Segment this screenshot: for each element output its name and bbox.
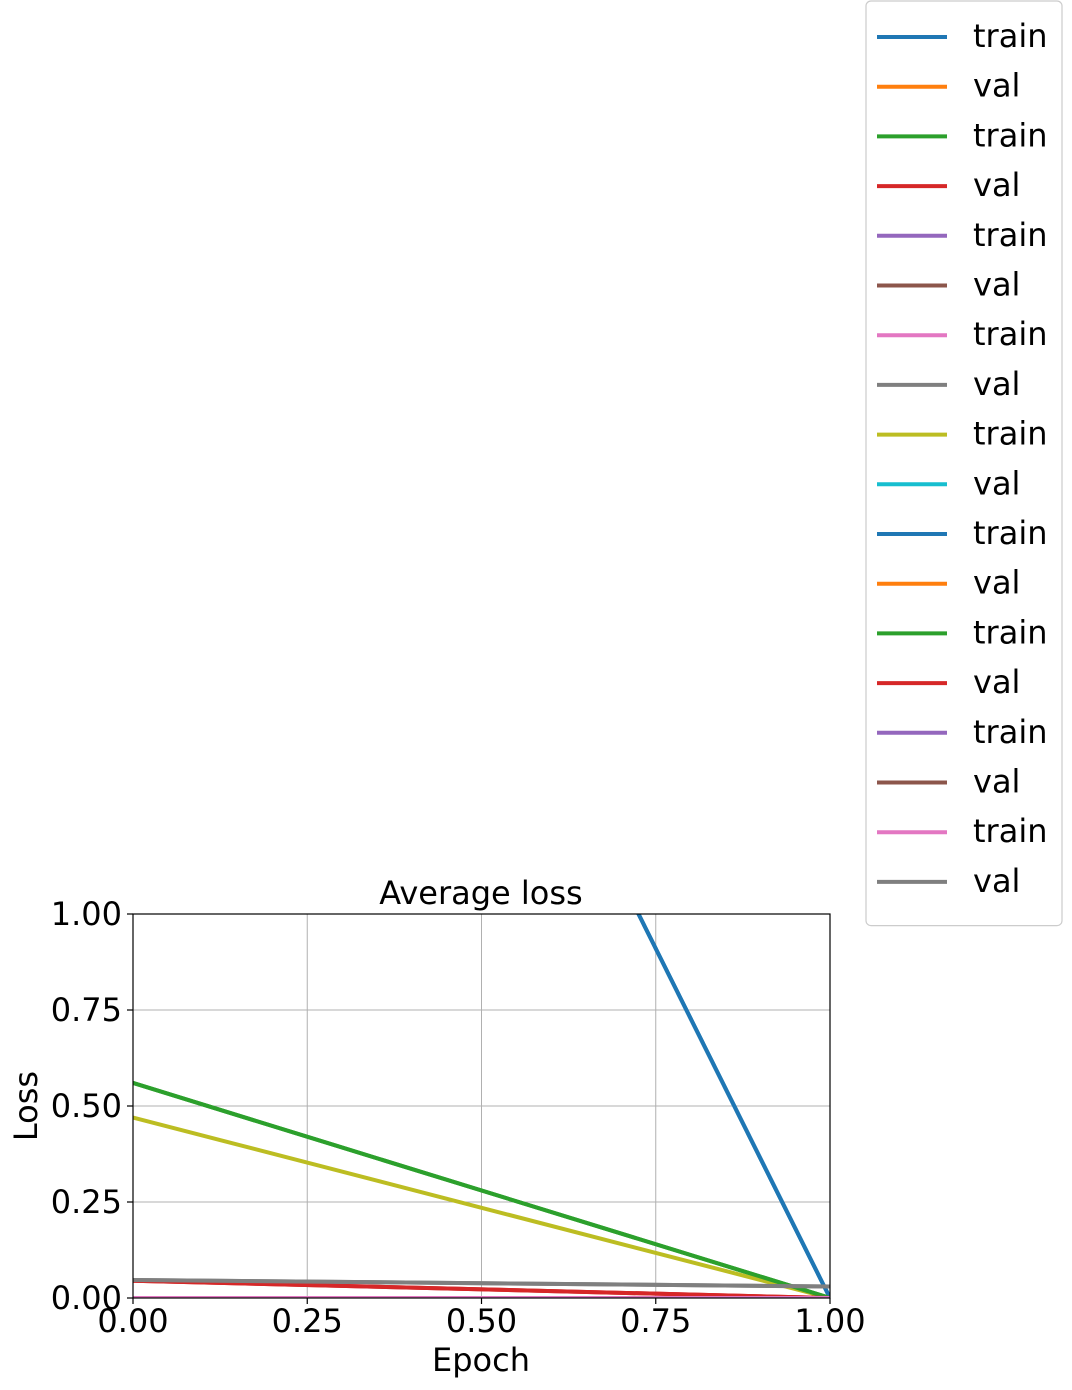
- legend-label: val: [973, 663, 1020, 701]
- plot-frame: [132, 913, 831, 1299]
- x-axis-label: Epoch: [432, 1341, 530, 1379]
- legend-label: train: [973, 613, 1047, 651]
- legend-label: train: [973, 415, 1047, 453]
- legend-label: train: [973, 17, 1047, 55]
- legend-label: train: [973, 216, 1047, 254]
- legend-label: val: [973, 464, 1020, 502]
- y-tick-label: 1.00: [51, 895, 122, 933]
- line-series: [133, 1081, 830, 1298]
- legend-box: [865, 0, 1063, 927]
- legend-label: train: [973, 812, 1047, 850]
- y-tick-label: 0.00: [51, 1279, 122, 1317]
- legend-label: val: [973, 166, 1020, 204]
- y-axis-label: Loss: [7, 1071, 45, 1141]
- legend-label: val: [973, 266, 1020, 304]
- legend-label: val: [973, 763, 1020, 801]
- line-series: [133, 1277, 830, 1289]
- x-tick-label: 0.50: [446, 1302, 517, 1340]
- chart-title: Average loss: [379, 874, 582, 912]
- y-tick-label: 0.75: [51, 991, 122, 1029]
- y-tick-label: 0.25: [51, 1183, 122, 1221]
- plot-area: [133, 914, 830, 1298]
- line-series: [636, 914, 830, 1298]
- legend-label: val: [973, 365, 1020, 403]
- line-series: [133, 1115, 830, 1298]
- legend-label: train: [973, 514, 1047, 552]
- x-tick-label: 1.00: [794, 1302, 865, 1340]
- line-series: [133, 1278, 830, 1298]
- x-tick-label: 0.25: [272, 1302, 343, 1340]
- legend-label: train: [973, 713, 1047, 751]
- x-tick-label: 0.00: [97, 1302, 168, 1340]
- legend-label: train: [973, 116, 1047, 154]
- y-tick-label: 0.50: [51, 1087, 122, 1125]
- x-tick-label: 0.75: [620, 1302, 691, 1340]
- legend-label: val: [973, 862, 1020, 900]
- legend-label: val: [973, 67, 1020, 105]
- legend-label: train: [973, 315, 1047, 353]
- legend-label: val: [973, 564, 1020, 602]
